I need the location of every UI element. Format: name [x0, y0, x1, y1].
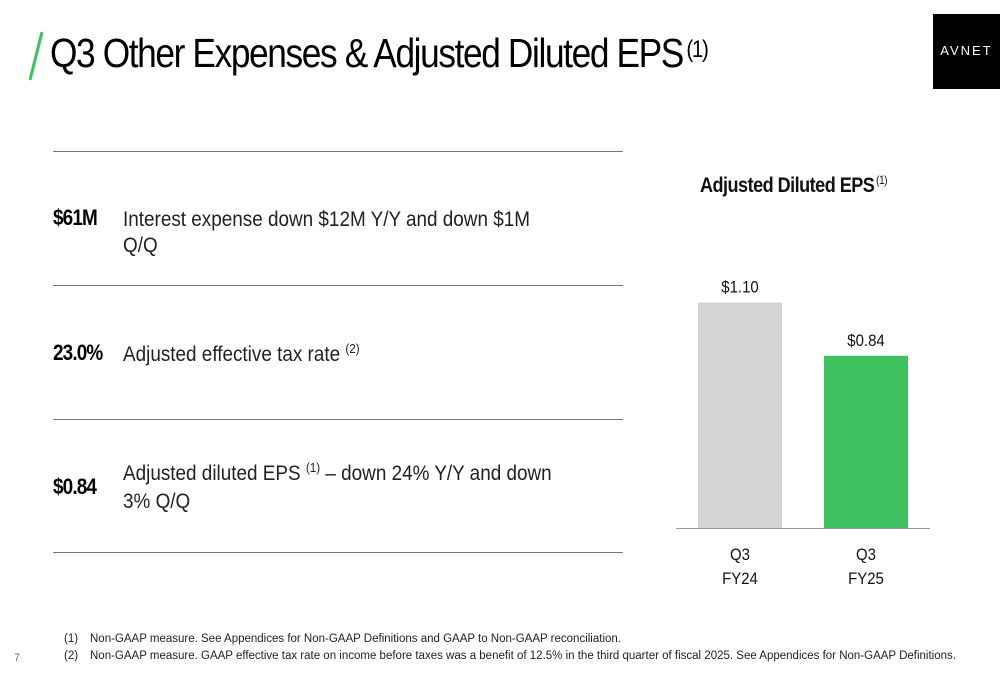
metric-desc-text: Interest expense down $12M Y/Y and down … — [123, 208, 530, 257]
divider — [53, 552, 623, 553]
eps-bar — [698, 302, 782, 528]
footnote-ref: (1) — [305, 460, 321, 475]
footnote-1: (1) Non-GAAP measure. See Appendices for … — [64, 633, 621, 645]
eps-bar — [824, 355, 908, 528]
page-title: Q3 Other Expenses & Adjusted Diluted EPS… — [50, 30, 709, 77]
metric-desc-interest: Interest expense down $12M Y/Y and down … — [123, 207, 564, 259]
bar-value-label: $1.10 — [721, 279, 759, 297]
page-title-text: Q3 Other Expenses & Adjusted Diluted EPS — [50, 30, 684, 76]
metric-value-interest: $61M — [53, 205, 98, 230]
metric-desc-text: Adjusted effective tax rate — [123, 343, 341, 366]
bar-value-label: $0.84 — [847, 332, 885, 350]
x-axis-tick-label: Q3 — [730, 546, 750, 564]
metric-desc-suffix: – down 24% Y/Y and down 3% Q/Q — [123, 462, 552, 513]
chart-title-text: Adjusted Diluted EPS — [700, 174, 875, 197]
x-axis-tick-label: Q3 — [856, 546, 876, 564]
metric-value-tax: 23.0% — [53, 340, 103, 365]
avnet-logo: AVNET — [933, 14, 1000, 89]
page-title-footnote-ref: (1) — [686, 36, 708, 63]
footnote-ref: (2) — [345, 341, 360, 356]
metric-value-eps: $0.84 — [53, 474, 97, 499]
divider — [53, 151, 623, 152]
metric-desc-text: Adjusted diluted EPS — [123, 462, 301, 485]
metric-desc-tax: Adjusted effective tax rate (2) — [123, 341, 564, 370]
x-axis-tick-label: FY25 — [848, 570, 884, 588]
eps-bar-chart: $1.10 Q3 FY24 $0.84 Q3 FY25 — [676, 279, 930, 588]
footnote-text: Non-GAAP measure. GAAP effective tax rat… — [90, 650, 956, 662]
x-axis-tick-label: FY24 — [722, 570, 758, 588]
footnote-number: (1) — [64, 633, 79, 645]
divider — [53, 419, 623, 420]
chart-title-footnote-ref: (1) — [876, 173, 888, 187]
divider — [53, 285, 623, 286]
logo-text: AVNET — [940, 43, 993, 58]
footnote-2: (2) Non-GAAP measure. GAAP effective tax … — [64, 650, 956, 662]
footnote-number: (2) — [64, 650, 79, 662]
title-accent-slash — [28, 31, 44, 81]
chart-title: Adjusted Diluted EPS (1) — [700, 173, 888, 198]
footnote-text: Non-GAAP measure. See Appendices for Non… — [90, 633, 621, 645]
metric-desc-eps: Adjusted diluted EPS (1) – down 24% Y/Y … — [123, 460, 564, 515]
page-number: 7 — [14, 652, 21, 664]
